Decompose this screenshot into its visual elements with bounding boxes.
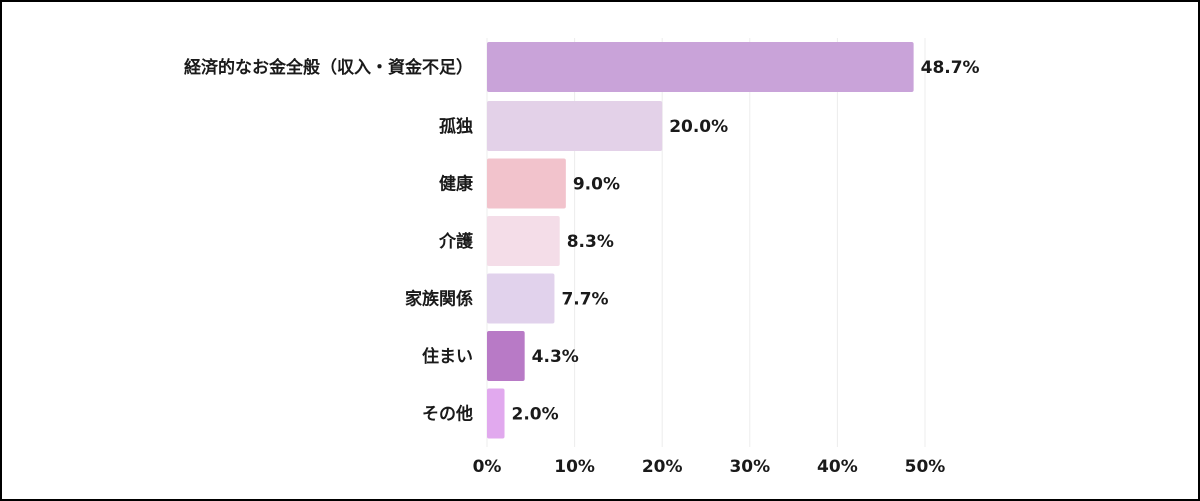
category-label-2: 健康 bbox=[439, 174, 474, 195]
x-tick-label-3: 30% bbox=[729, 457, 770, 477]
bar-1 bbox=[487, 101, 663, 151]
bar-2 bbox=[487, 158, 566, 209]
bar-4 bbox=[487, 273, 555, 324]
category-label-0: 経済的なお金全般（収入・資金不足） bbox=[184, 57, 473, 78]
bar-5 bbox=[487, 331, 525, 381]
category-label-4: 家族関係 bbox=[405, 289, 473, 310]
x-tick-label-5: 50% bbox=[905, 457, 946, 477]
bar-6 bbox=[487, 388, 505, 439]
value-label-4: 7.7% bbox=[561, 290, 608, 310]
x-tick-label-4: 40% bbox=[817, 457, 858, 477]
bar-3 bbox=[487, 216, 560, 266]
x-axis-tick-labels: 0% 10% 20% 30% 40% 50% bbox=[473, 457, 946, 477]
value-label-3: 8.3% bbox=[567, 232, 614, 252]
category-label-1: 孤独 bbox=[439, 116, 473, 137]
x-tick-label-1: 10% bbox=[554, 457, 595, 477]
category-label-6: その他 bbox=[422, 404, 473, 425]
value-label-6: 2.0% bbox=[512, 405, 559, 425]
category-label-5: 住まい bbox=[422, 346, 473, 367]
value-label-2: 9.0% bbox=[573, 175, 620, 195]
category-label-3: 介護 bbox=[438, 231, 474, 252]
value-label-5: 4.3% bbox=[532, 347, 579, 367]
value-label-1: 20.0% bbox=[669, 117, 728, 137]
bar-0 bbox=[487, 42, 914, 92]
bars bbox=[487, 42, 914, 439]
x-tick-label-2: 20% bbox=[642, 457, 683, 477]
value-label-0: 48.7% bbox=[921, 58, 980, 78]
x-tick-label-0: 0% bbox=[473, 457, 502, 477]
value-labels: 48.7% 20.0% 9.0% 8.3% 7.7% 4.3% 2.0% bbox=[512, 58, 980, 425]
